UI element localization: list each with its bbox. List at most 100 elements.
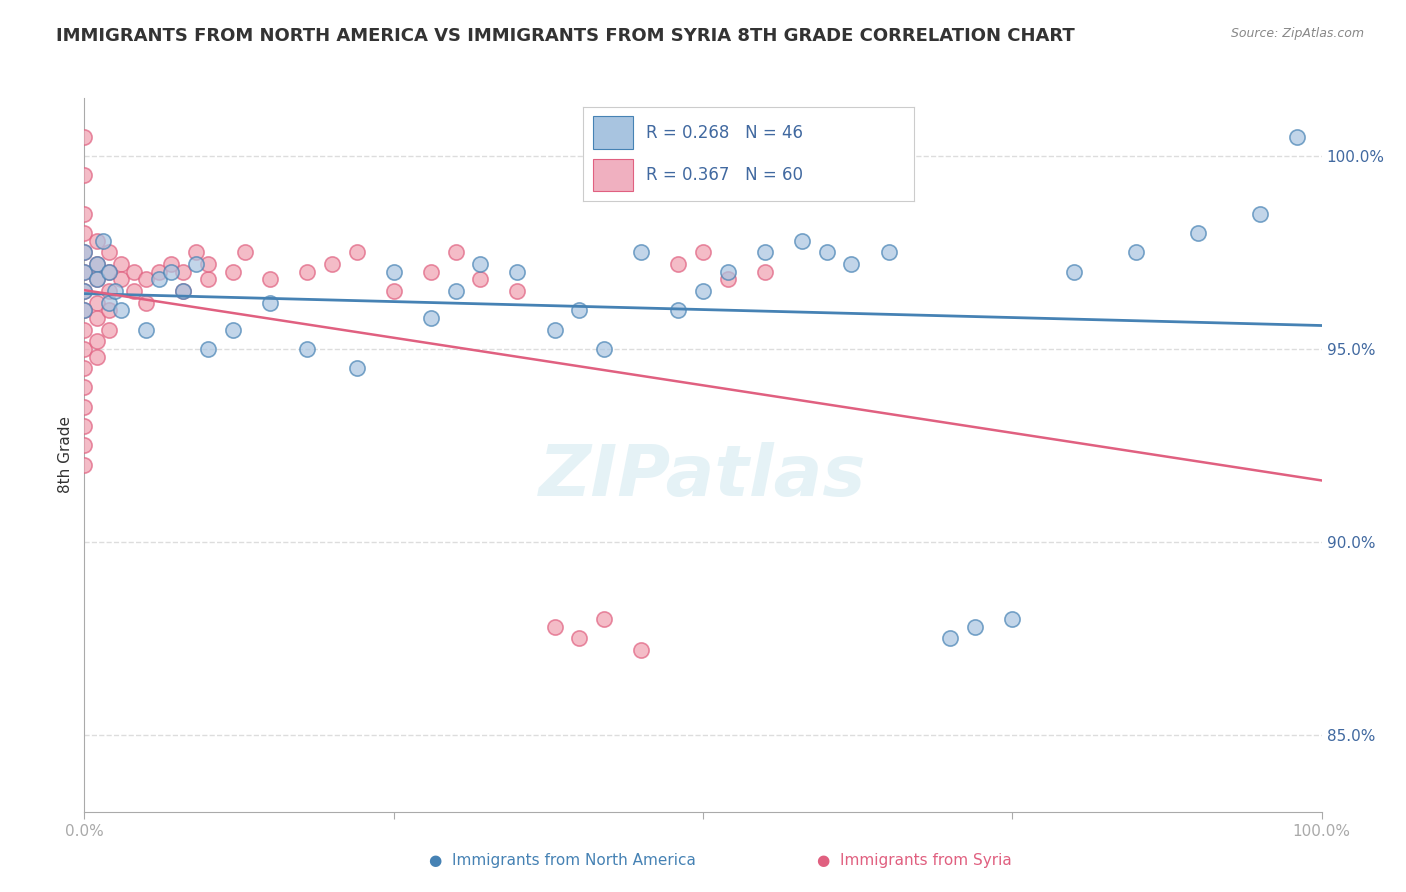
Point <box>110 257 132 271</box>
Point <box>160 265 183 279</box>
Bar <box>593 116 633 149</box>
Point <box>73 419 96 434</box>
Point <box>382 284 405 298</box>
Point <box>1001 612 1024 626</box>
Point <box>73 265 96 279</box>
Point <box>419 310 441 325</box>
Point <box>110 272 132 286</box>
Text: R = 0.367   N = 60: R = 0.367 N = 60 <box>647 166 803 184</box>
Point <box>73 284 96 298</box>
Text: R = 0.268   N = 46: R = 0.268 N = 46 <box>647 124 803 142</box>
Point <box>1063 265 1085 279</box>
Point <box>86 234 108 248</box>
Text: ●  Immigrants from North America: ● Immigrants from North America <box>429 854 696 868</box>
Point <box>444 284 467 298</box>
Point <box>73 380 96 394</box>
Point <box>790 234 813 248</box>
Point <box>73 322 96 336</box>
Point <box>73 458 96 472</box>
Y-axis label: 8th Grade: 8th Grade <box>58 417 73 493</box>
Point <box>630 642 652 657</box>
Point <box>1125 245 1147 260</box>
Point <box>86 350 108 364</box>
Point <box>754 245 776 260</box>
Text: ZIPatlas: ZIPatlas <box>540 442 866 511</box>
Point <box>692 284 714 298</box>
Point <box>98 245 121 260</box>
Point <box>104 284 127 298</box>
Point <box>877 245 900 260</box>
Text: Source: ZipAtlas.com: Source: ZipAtlas.com <box>1230 27 1364 40</box>
Point <box>259 272 281 286</box>
Point <box>568 631 591 645</box>
Point <box>172 284 194 298</box>
Point <box>86 295 108 310</box>
Point <box>122 265 145 279</box>
Point <box>321 257 343 271</box>
Point <box>86 272 108 286</box>
Point <box>666 257 689 271</box>
Point <box>470 272 492 286</box>
Point <box>73 226 96 240</box>
Point <box>73 284 96 298</box>
Point <box>543 619 565 633</box>
Point <box>98 284 121 298</box>
Point <box>568 303 591 318</box>
Point <box>233 245 256 260</box>
Point <box>148 265 170 279</box>
Bar <box>593 159 633 191</box>
Point <box>815 245 838 260</box>
Point <box>73 438 96 452</box>
Point <box>98 322 121 336</box>
Point <box>73 245 96 260</box>
Point <box>73 361 96 376</box>
Point <box>630 245 652 260</box>
Point <box>259 295 281 310</box>
Point <box>841 257 863 271</box>
Point <box>98 295 121 310</box>
Point <box>692 245 714 260</box>
Point <box>419 265 441 279</box>
Point <box>86 257 108 271</box>
Point <box>965 619 987 633</box>
Point <box>666 303 689 318</box>
Point <box>346 361 368 376</box>
Point <box>717 265 740 279</box>
Point <box>172 284 194 298</box>
Point <box>86 310 108 325</box>
Point <box>222 265 245 279</box>
Point <box>197 272 219 286</box>
Point <box>295 342 318 356</box>
Point <box>86 272 108 286</box>
Point <box>184 245 207 260</box>
Point <box>91 234 114 248</box>
Point <box>73 207 96 221</box>
Point <box>98 265 121 279</box>
Point <box>172 265 194 279</box>
Point <box>135 295 157 310</box>
Point <box>73 129 96 144</box>
Point <box>593 342 616 356</box>
Point <box>470 257 492 271</box>
Point <box>135 272 157 286</box>
Point <box>382 265 405 279</box>
Point <box>73 168 96 182</box>
Point <box>73 342 96 356</box>
Point <box>295 265 318 279</box>
Point <box>86 257 108 271</box>
Point <box>135 322 157 336</box>
Point <box>197 342 219 356</box>
Point <box>1249 207 1271 221</box>
Point <box>1187 226 1209 240</box>
Point <box>1285 129 1308 144</box>
Point <box>184 257 207 271</box>
Point <box>754 265 776 279</box>
Point <box>98 265 121 279</box>
Point <box>73 245 96 260</box>
Point <box>346 245 368 260</box>
Point <box>543 322 565 336</box>
Point <box>222 322 245 336</box>
Text: ●  Immigrants from Syria: ● Immigrants from Syria <box>817 854 1011 868</box>
Point <box>506 284 529 298</box>
Point <box>122 284 145 298</box>
